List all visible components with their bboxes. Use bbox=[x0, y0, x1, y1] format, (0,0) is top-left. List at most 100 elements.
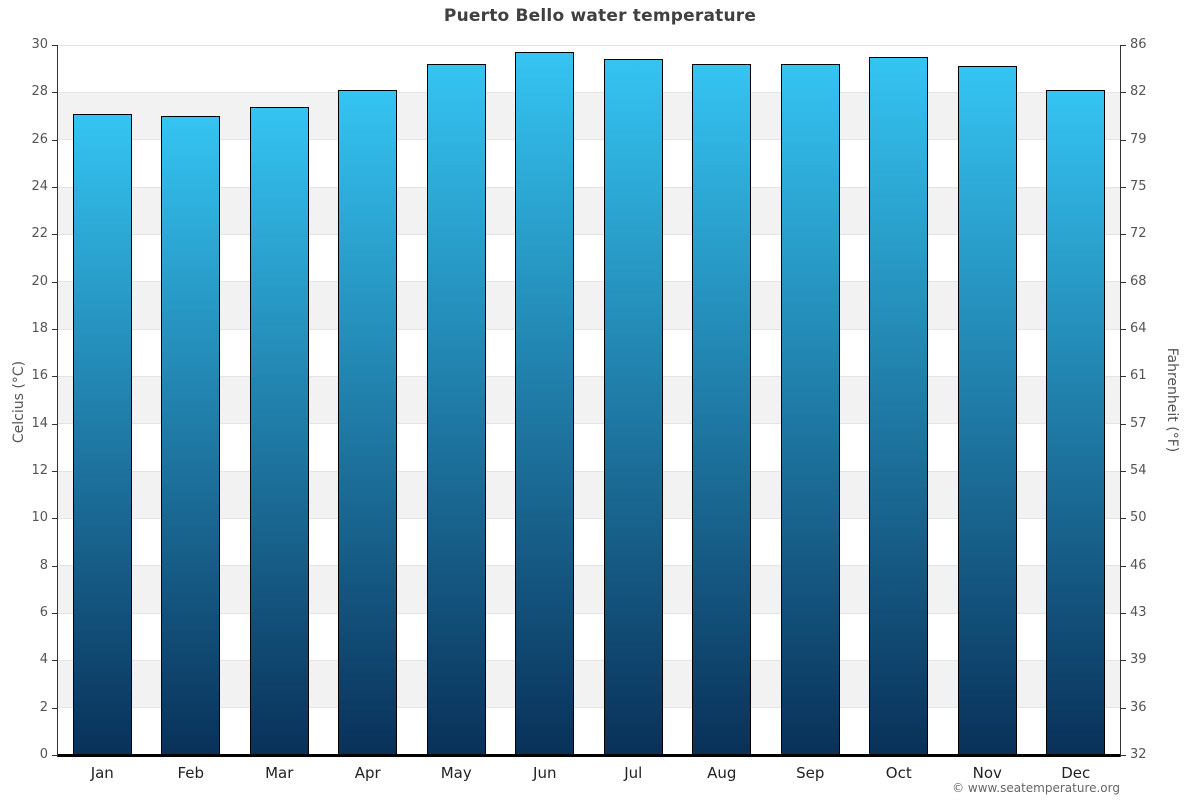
month-label: Jun bbox=[533, 764, 557, 782]
month-label: Sep bbox=[796, 764, 825, 782]
celsius-tick-label: 22 bbox=[31, 226, 48, 242]
celsius-axis-tick bbox=[52, 281, 58, 283]
fahrenheit-axis-tick bbox=[1120, 329, 1126, 330]
bar-feb[interactable] bbox=[161, 116, 221, 755]
bar-jan[interactable] bbox=[72, 113, 132, 755]
fahrenheit-tick-label: 39 bbox=[1130, 652, 1147, 668]
celsius-axis-tick bbox=[52, 423, 58, 425]
grid-band bbox=[58, 281, 1120, 329]
month-label: Oct bbox=[885, 764, 912, 782]
celsius-axis-tick bbox=[52, 187, 58, 188]
gridline bbox=[58, 659, 1120, 661]
celsius-axis-tick bbox=[52, 329, 58, 330]
bar-apr[interactable] bbox=[338, 89, 398, 755]
fahrenheit-tick-label: 86 bbox=[1130, 37, 1147, 52]
grid-band bbox=[58, 376, 1120, 424]
y-axis-line-right bbox=[1120, 45, 1121, 757]
gridline bbox=[58, 612, 1120, 614]
fahrenheit-tick-label: 43 bbox=[1130, 605, 1147, 620]
fahrenheit-axis-tick bbox=[1120, 755, 1126, 756]
celsius-tick-label: 2 bbox=[39, 699, 48, 715]
bar-may[interactable] bbox=[426, 63, 486, 755]
fahrenheit-tick-label: 68 bbox=[1130, 273, 1147, 289]
copyright-link[interactable]: © www.seatemperature.org bbox=[952, 781, 1120, 795]
grid-band bbox=[58, 92, 1120, 140]
fahrenheit-axis-tick bbox=[1120, 471, 1126, 472]
fahrenheit-axis-tick bbox=[1120, 707, 1126, 709]
gridline bbox=[58, 707, 1120, 709]
celsius-axis-tick bbox=[52, 755, 58, 756]
bar-oct[interactable] bbox=[869, 56, 929, 755]
month-label: May bbox=[440, 764, 472, 782]
celsius-tick-label: 20 bbox=[31, 273, 48, 289]
celsius-tick-label: 10 bbox=[31, 510, 48, 526]
fahrenheit-tick-label: 36 bbox=[1130, 699, 1147, 715]
celsius-axis-tick bbox=[52, 45, 58, 46]
bar-nov[interactable] bbox=[957, 66, 1017, 755]
fahrenheit-axis-tick bbox=[1120, 187, 1126, 188]
fahrenheit-axis-tick bbox=[1120, 281, 1126, 283]
gridline bbox=[58, 44, 1120, 46]
fahrenheit-tick-label: 64 bbox=[1130, 321, 1147, 336]
fahrenheit-axis-tick bbox=[1120, 423, 1126, 425]
bar-aug[interactable] bbox=[692, 63, 752, 755]
y-axis-line-left bbox=[57, 45, 58, 757]
fahrenheit-tick-label: 61 bbox=[1130, 368, 1147, 384]
month-label: Mar bbox=[265, 764, 294, 782]
fahrenheit-axis-tick bbox=[1120, 613, 1126, 614]
celsius-axis-tick bbox=[52, 660, 58, 662]
celsius-tick-label: 24 bbox=[31, 179, 48, 194]
gridline bbox=[58, 375, 1120, 377]
fahrenheit-tick-label: 79 bbox=[1130, 131, 1147, 147]
fahrenheit-axis-tick bbox=[1120, 518, 1126, 520]
fahrenheit-tick-label: 50 bbox=[1130, 510, 1147, 526]
celsius-axis-tick bbox=[52, 518, 58, 520]
bar-dec[interactable] bbox=[1046, 89, 1106, 755]
fahrenheit-tick-label: 46 bbox=[1130, 557, 1147, 573]
celsius-tick-label: 26 bbox=[31, 131, 48, 147]
celsius-axis-tick bbox=[52, 376, 58, 378]
gridline bbox=[58, 423, 1120, 425]
celsius-tick-label: 0 bbox=[39, 747, 48, 762]
bar-jun[interactable] bbox=[515, 52, 575, 755]
celsius-tick-label: 6 bbox=[39, 605, 48, 620]
month-label: Jul bbox=[624, 764, 643, 782]
fahrenheit-axis-tick bbox=[1120, 234, 1126, 236]
celsius-tick-label: 28 bbox=[31, 84, 48, 100]
fahrenheit-tick-label: 75 bbox=[1130, 179, 1147, 194]
bar-mar[interactable] bbox=[249, 106, 309, 755]
month-label: Feb bbox=[177, 764, 205, 782]
gridline bbox=[58, 186, 1120, 188]
celsius-axis-tick bbox=[52, 139, 58, 141]
month-label: Dec bbox=[1061, 764, 1091, 782]
celsius-tick-label: 4 bbox=[39, 652, 48, 668]
chart-title: Puerto Bello water temperature bbox=[443, 6, 757, 26]
grid-band bbox=[58, 471, 1120, 519]
fahrenheit-tick-label: 82 bbox=[1130, 84, 1147, 100]
celsius-axis-tick bbox=[52, 471, 58, 472]
fahrenheit-axis-title: Fahrenheit (°F) bbox=[1164, 347, 1180, 453]
gridline bbox=[58, 91, 1120, 93]
celsius-tick-label: 16 bbox=[31, 368, 48, 384]
celsius-tick-label: 18 bbox=[31, 321, 48, 336]
gridline bbox=[58, 139, 1120, 141]
bar-jul[interactable] bbox=[603, 59, 663, 755]
gridline bbox=[58, 328, 1120, 330]
month-label: Apr bbox=[354, 764, 381, 782]
gridline bbox=[58, 565, 1120, 567]
gridline bbox=[58, 470, 1120, 472]
fahrenheit-axis-tick bbox=[1120, 45, 1126, 46]
gridline bbox=[58, 281, 1120, 283]
fahrenheit-axis-tick bbox=[1120, 660, 1126, 662]
bar-sep[interactable] bbox=[780, 63, 840, 755]
month-label: Jan bbox=[90, 764, 114, 782]
month-label: Aug bbox=[707, 764, 737, 782]
celsius-tick-label: 14 bbox=[31, 415, 48, 431]
celsius-tick-label: 30 bbox=[31, 37, 48, 52]
grid-band bbox=[58, 187, 1120, 235]
fahrenheit-tick-label: 57 bbox=[1130, 415, 1147, 431]
fahrenheit-tick-label: 32 bbox=[1130, 747, 1147, 762]
gridline bbox=[58, 233, 1120, 235]
celsius-axis-tick bbox=[52, 707, 58, 709]
